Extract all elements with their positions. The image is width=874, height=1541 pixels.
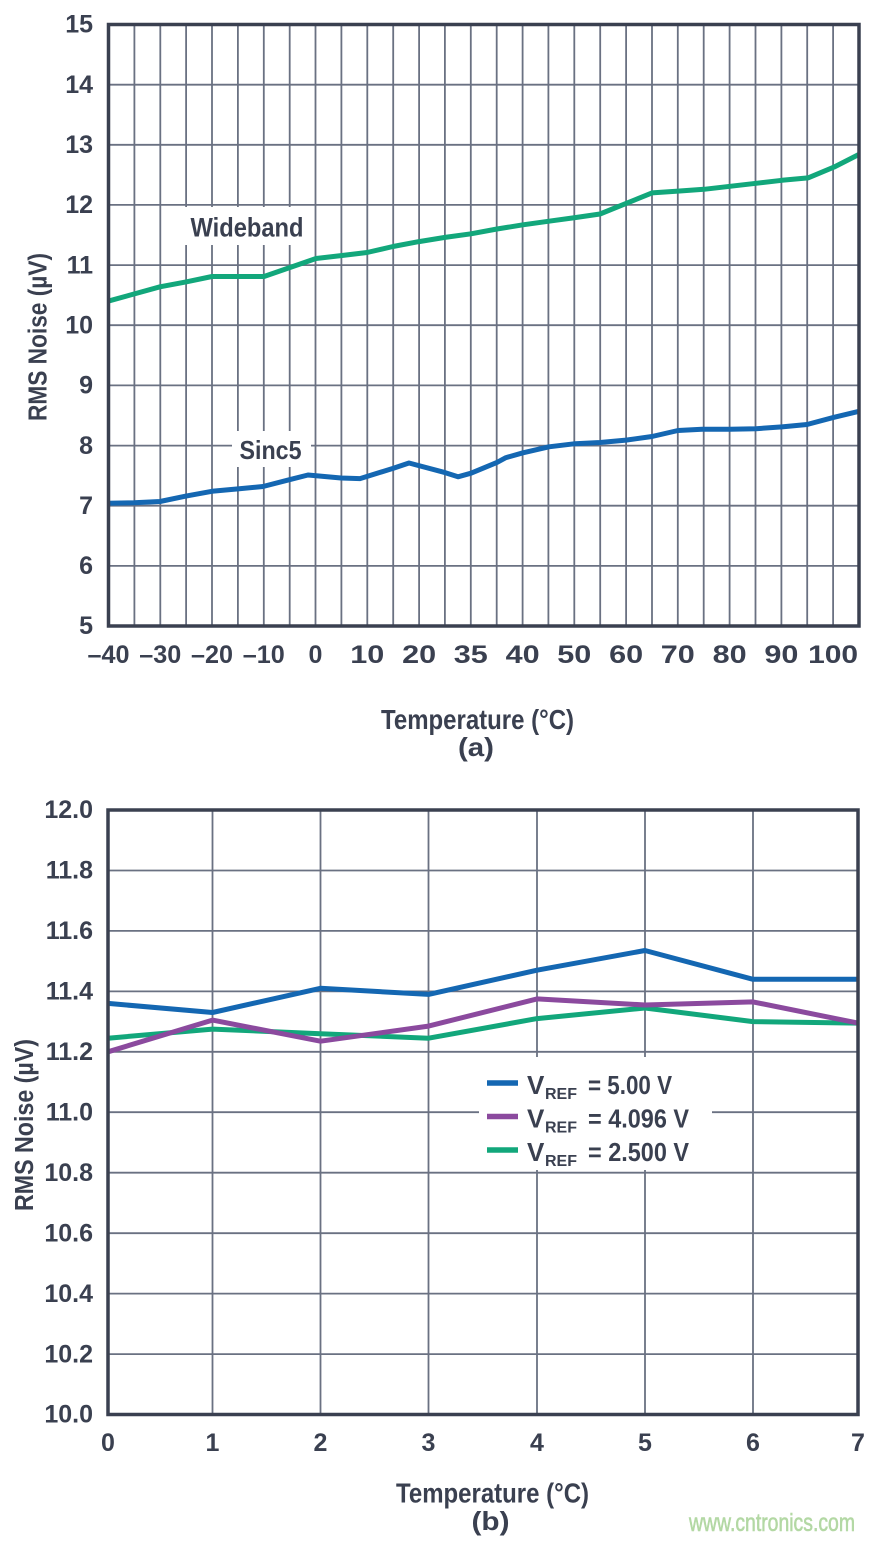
svg-text:90: 90 <box>764 641 798 669</box>
svg-text:5: 5 <box>638 1429 652 1457</box>
svg-text:7: 7 <box>79 492 93 520</box>
svg-text:60: 60 <box>609 641 643 669</box>
svg-text:REF: REF <box>545 1120 577 1137</box>
svg-text:9: 9 <box>79 372 93 400</box>
svg-text:15: 15 <box>65 11 93 39</box>
svg-text:13: 13 <box>65 131 93 159</box>
svg-text:11.0: 11.0 <box>46 1099 93 1127</box>
svg-text:10.0: 10.0 <box>44 1401 93 1429</box>
svg-text:100: 100 <box>808 641 858 669</box>
svg-text:8: 8 <box>79 432 93 460</box>
svg-text:6: 6 <box>79 552 93 580</box>
svg-text:10.4: 10.4 <box>44 1280 93 1308</box>
svg-text:V: V <box>527 1070 545 1100</box>
svg-text:10: 10 <box>65 311 93 339</box>
svg-text:70: 70 <box>661 641 695 669</box>
svg-text:10: 10 <box>350 641 384 669</box>
svg-text:www.cntronics.com: www.cntronics.com <box>688 1509 855 1537</box>
svg-text:RMS Noise (µV): RMS Noise (µV) <box>25 253 53 421</box>
svg-text:11.2: 11.2 <box>46 1038 93 1066</box>
svg-text:10.8: 10.8 <box>44 1159 93 1187</box>
svg-text:1: 1 <box>206 1429 220 1457</box>
svg-text:–10: –10 <box>243 641 285 669</box>
svg-text:2: 2 <box>314 1429 328 1457</box>
svg-text:–20: –20 <box>191 641 233 669</box>
svg-text:= 2.500 V: = 2.500 V <box>588 1137 690 1167</box>
svg-text:14: 14 <box>65 71 93 99</box>
svg-text:REF: REF <box>545 1153 577 1170</box>
svg-text:40: 40 <box>506 641 540 669</box>
svg-text:–30: –30 <box>139 641 181 669</box>
svg-text:6: 6 <box>746 1429 760 1457</box>
svg-text:7: 7 <box>851 1429 865 1457</box>
svg-text:Wideband: Wideband <box>191 213 304 243</box>
svg-text:RMS Noise (µV): RMS Noise (µV) <box>11 1039 39 1211</box>
svg-text:= 5.00 V: = 5.00 V <box>588 1070 673 1100</box>
svg-text:0: 0 <box>309 641 323 669</box>
svg-text:= 4.096 V: = 4.096 V <box>588 1104 690 1134</box>
svg-text:4: 4 <box>530 1429 544 1457</box>
svg-text:10.6: 10.6 <box>44 1219 93 1247</box>
svg-text:0: 0 <box>101 1429 115 1457</box>
svg-text:V: V <box>527 1104 545 1134</box>
svg-text:5: 5 <box>79 612 93 640</box>
svg-text:11.4: 11.4 <box>46 978 93 1006</box>
svg-text:Temperature (°C): Temperature (°C) <box>381 704 574 735</box>
svg-text:V: V <box>527 1137 545 1167</box>
svg-text:Sinc5: Sinc5 <box>240 435 302 465</box>
svg-text:50: 50 <box>557 641 591 669</box>
svg-text:11.8: 11.8 <box>46 857 93 885</box>
svg-text:11: 11 <box>67 251 94 279</box>
svg-text:12: 12 <box>65 191 93 219</box>
svg-text:3: 3 <box>422 1429 436 1457</box>
svg-text:20: 20 <box>402 641 436 669</box>
svg-text:80: 80 <box>713 641 747 669</box>
svg-text:10.2: 10.2 <box>44 1340 93 1368</box>
svg-text:–40: –40 <box>88 641 130 669</box>
svg-text:11.6: 11.6 <box>46 917 93 945</box>
svg-text:(a): (a) <box>458 732 494 762</box>
svg-text:REF: REF <box>545 1086 577 1103</box>
svg-text:35: 35 <box>454 641 488 669</box>
svg-text:Temperature (°C): Temperature (°C) <box>396 1478 589 1509</box>
svg-text:12.0: 12.0 <box>44 796 93 824</box>
svg-text:(b): (b) <box>472 1506 510 1536</box>
